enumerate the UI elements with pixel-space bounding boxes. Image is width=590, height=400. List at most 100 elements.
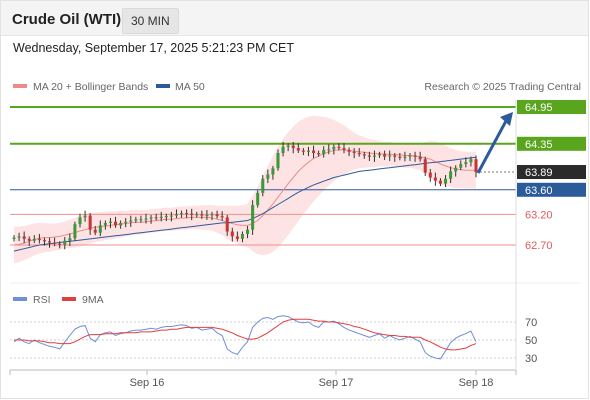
candle-body: [296, 148, 300, 151]
rsi-lines: [13, 315, 477, 360]
rsi-grid: 70 50 30: [10, 317, 537, 365]
candle-body: [190, 213, 194, 215]
candle-body: [449, 171, 453, 179]
candle-body: [200, 214, 204, 216]
candle-body: [256, 192, 260, 206]
candle-body: [240, 233, 244, 239]
candle-body: [246, 229, 250, 234]
candle-body: [418, 156, 422, 160]
rsi-legend-swatch: [13, 297, 27, 301]
candle-body: [276, 153, 280, 169]
candle-body: [337, 146, 341, 149]
timeframe-button[interactable]: 30 MIN: [122, 8, 179, 34]
candle-body: [266, 174, 270, 179]
level-tag-64-35: [517, 136, 586, 151]
candle-body: [383, 154, 387, 157]
candle-body: [372, 155, 376, 157]
candle-body: [235, 236, 239, 239]
candle-body: [332, 146, 336, 150]
candle-body: [103, 222, 107, 226]
price-levels: [10, 106, 516, 246]
candle-body: [286, 145, 290, 147]
candle-body: [317, 153, 321, 155]
candle-body: [164, 216, 168, 218]
candle-body: [474, 159, 478, 173]
level-label-62-70: 62.70: [525, 240, 553, 252]
candle-body: [393, 155, 397, 157]
candle-body: [154, 217, 158, 219]
level-label-63-89: 63.89: [525, 167, 553, 179]
candle-body: [367, 155, 371, 157]
candle-body: [149, 217, 153, 219]
candle-body: [32, 238, 36, 241]
candle-body: [378, 154, 382, 156]
candle-body: [408, 155, 412, 157]
candle-body: [398, 156, 402, 158]
candle-body: [438, 180, 442, 184]
candle-body: [210, 214, 214, 216]
candle-body: [12, 237, 16, 239]
candle-body: [119, 222, 123, 226]
candle-body: [215, 214, 219, 217]
candle-body: [114, 221, 118, 226]
candle-body: [220, 216, 224, 218]
candle-body: [185, 213, 189, 215]
candle-body: [58, 243, 62, 245]
forecast-arrow-shaft: [476, 120, 508, 174]
rsi-legend: RSI 9MA: [13, 294, 104, 306]
candle-body: [93, 229, 97, 233]
ma20-legend-label: MA 20 + Bollinger Bands: [33, 81, 148, 93]
candle-body: [98, 225, 102, 233]
candle-body: [261, 178, 265, 193]
candle-body: [322, 149, 326, 155]
ma20-legend-swatch: [13, 84, 27, 88]
candle-body: [291, 145, 295, 149]
candle-body: [459, 164, 463, 168]
rsi-legend-label: RSI: [33, 294, 51, 306]
bollinger-band-fill: [14, 115, 476, 264]
candle-body: [48, 241, 52, 243]
candle-body: [78, 217, 82, 225]
rsi-tick-30: 30: [525, 353, 537, 365]
candle-body: [281, 146, 285, 153]
candle-body: [108, 221, 112, 223]
candle-body: [134, 219, 138, 221]
candle-body: [17, 236, 21, 238]
candle-body: [124, 221, 128, 223]
rsi-tick-50: 50: [525, 335, 537, 347]
candle-body: [352, 151, 356, 153]
candle-body: [428, 172, 432, 178]
ma50-legend-label: MA 50: [175, 81, 205, 93]
candle-body: [433, 177, 437, 181]
candle-body: [68, 238, 72, 241]
candle-body: [37, 238, 41, 241]
candle-body: [301, 150, 305, 152]
price-tags: 64.95 64.35 63.89 63.60 63.20 62.70: [517, 100, 586, 252]
candle-body: [88, 215, 92, 230]
credit-text: Research © 2025 Trading Central: [424, 81, 581, 93]
legend: MA 20 + Bollinger Bands MA 50 Research ©…: [13, 81, 581, 93]
candle-body: [42, 240, 46, 242]
candle-body: [403, 156, 407, 158]
rsi-ma-legend-label: 9MA: [82, 294, 104, 306]
instrument-title: Crude Oil (WTI): [12, 11, 122, 28]
candle-body: [251, 205, 255, 230]
candle-body: [205, 214, 209, 216]
candle-body: [180, 213, 184, 215]
candle-body: [73, 224, 77, 239]
level-tag-64-95: [517, 100, 586, 114]
ma50-legend-swatch: [156, 84, 170, 88]
level-label-63-20: 63.20: [525, 209, 553, 221]
candle-body: [469, 159, 473, 163]
x-tick-label: Sep 16: [130, 377, 165, 389]
candle-body: [230, 231, 234, 237]
bollinger-band: [14, 115, 476, 264]
rsi-ma-legend-swatch: [62, 297, 76, 301]
candle-body: [169, 215, 173, 217]
candles: [12, 141, 478, 250]
candle-body: [347, 149, 351, 152]
candle-body: [144, 218, 148, 220]
level-label-63-60: 63.60: [525, 185, 553, 197]
